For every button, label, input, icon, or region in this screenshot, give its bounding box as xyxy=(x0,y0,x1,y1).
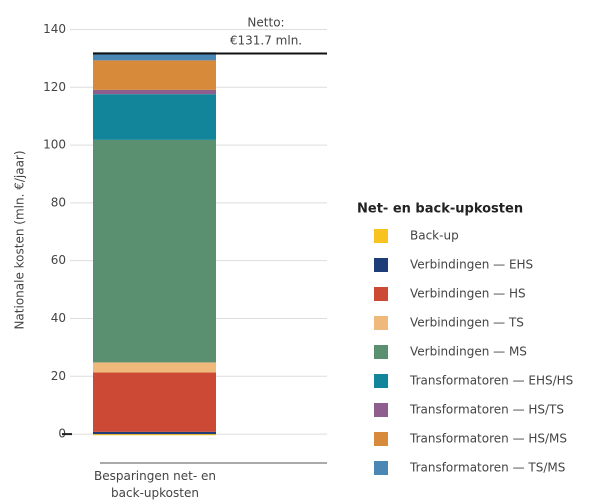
x-tick-label: Besparingen net- en back-upkosten xyxy=(94,469,216,500)
bar-segment xyxy=(93,52,216,61)
y-tick-label: 20 xyxy=(51,369,66,383)
bar-segment xyxy=(93,89,216,95)
bar-segment xyxy=(93,431,216,435)
y-tick-label: 100 xyxy=(43,138,66,152)
y-axis-label: Nationale kosten (mln. €/jaar) xyxy=(13,150,27,329)
y-tick-label: 120 xyxy=(43,80,66,94)
legend-label: Transformatoren — HS/MS xyxy=(409,432,567,446)
bar-segment xyxy=(93,434,216,436)
legend-swatch xyxy=(374,461,388,475)
y-tick-label: 60 xyxy=(51,253,66,267)
bar-segment xyxy=(93,60,216,90)
legend-swatch xyxy=(374,229,388,243)
legend-label: Transformatoren — TS/MS xyxy=(409,461,565,475)
legend-swatch xyxy=(374,316,388,330)
legend-title: Net- en back-upkosten xyxy=(357,202,523,217)
annotation: Netto: xyxy=(247,16,284,30)
annotation: €131.7 mln. xyxy=(230,34,302,48)
legend-label: Verbindingen — TS xyxy=(410,316,524,330)
legend-label: Verbindingen — MS xyxy=(410,345,527,359)
y-tick-label: 140 xyxy=(43,22,66,36)
legend-swatch xyxy=(374,374,388,388)
y-tick-label: 40 xyxy=(51,311,66,325)
legend-label: Verbindingen — EHS xyxy=(410,258,533,272)
legend-swatch xyxy=(374,403,388,417)
legend-label: Back-up xyxy=(410,229,459,243)
legend-label: Transformatoren — HS/TS xyxy=(409,403,564,417)
bar-segment xyxy=(93,139,216,363)
bar-segment xyxy=(93,94,216,140)
legend-swatch xyxy=(374,258,388,272)
legend-swatch xyxy=(374,432,388,446)
y-tick-label: 80 xyxy=(51,195,66,209)
legend-swatch xyxy=(374,287,388,301)
legend-swatch xyxy=(374,345,388,359)
bar-segment xyxy=(93,372,216,432)
bar-segment xyxy=(93,362,216,373)
legend-label: Transformatoren — EHS/HS xyxy=(409,374,573,388)
legend-label: Verbindingen — HS xyxy=(410,287,526,301)
